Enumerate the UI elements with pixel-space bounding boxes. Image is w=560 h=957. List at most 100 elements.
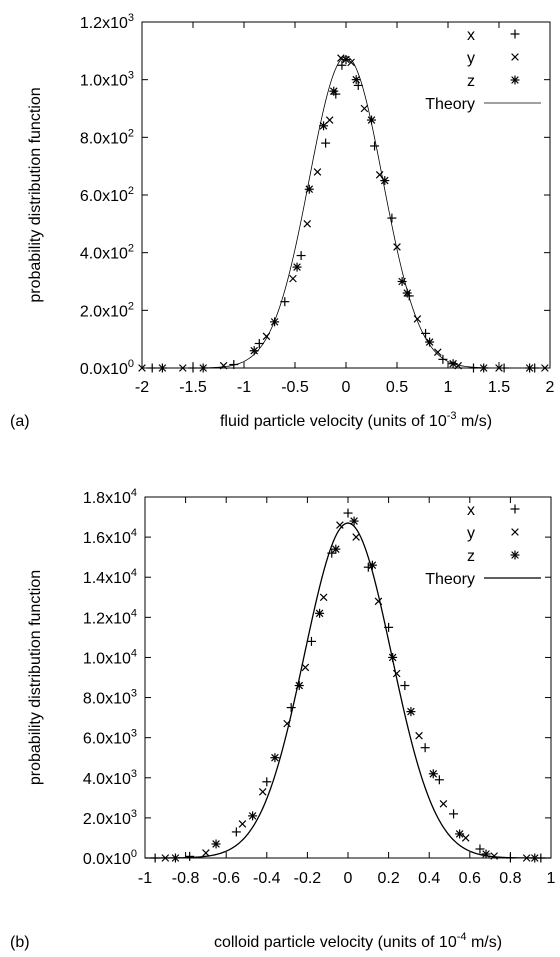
panel-a-y-tick-label: 0.0x100 <box>80 358 134 378</box>
panel-a-point-z-d2 <box>319 122 328 130</box>
panel-b-point-y <box>490 852 498 860</box>
panel-b-point-z-d2 <box>171 854 180 862</box>
panel-b-x-tick-label: -0.4 <box>253 870 281 887</box>
panel-a-point-y <box>179 364 187 372</box>
panel-b-y-tick-label-exp: 4 <box>131 647 137 659</box>
panel-a-point-y <box>434 348 442 356</box>
panel-a-point-y <box>495 364 503 372</box>
panel-b-point-y-d2 <box>202 849 210 857</box>
panel-a-point-z-d2 <box>352 75 360 84</box>
panel-a-point-z <box>525 363 535 373</box>
panel-b-point-x <box>434 775 444 785</box>
panel-b-point-z-d2 <box>212 840 220 848</box>
panel-b-y-tick-label: 6.0x103 <box>83 728 137 748</box>
panel-b-point-z-d2 <box>368 561 377 569</box>
panel-a-point-y <box>219 361 228 370</box>
panel-b-point-y-d2 <box>258 788 267 796</box>
panel-b-point-y-d2 <box>336 521 344 529</box>
panel-b-y-tick-label-main: 4.0x10 <box>83 771 131 788</box>
panel-a-x-tick-label: -1.5 <box>179 379 207 396</box>
panel-b-point-z <box>331 544 341 554</box>
panel-a-legend-marker-z-d2 <box>511 76 519 84</box>
panel-b-point-z-d2 <box>530 854 539 862</box>
panel-b-point-y <box>336 521 344 529</box>
panel-a-point-y <box>303 220 312 228</box>
panel-a-point-z <box>425 337 435 347</box>
panel-b-point-x <box>262 777 272 787</box>
panel-b-point-y <box>283 719 291 728</box>
panel-b-point-z-d2 <box>248 812 257 820</box>
panel-b-legend-marker-y <box>511 528 519 536</box>
panel-a-legend-label-z: z <box>467 73 475 90</box>
panel-a-point-z-d2 <box>367 116 376 124</box>
panel-a-point-x <box>337 60 347 70</box>
panel-a-y-tick-label-exp: 2 <box>128 243 134 255</box>
panel-b-point-y-d2 <box>301 663 310 672</box>
panel-a-point-z <box>367 115 376 125</box>
panel-a-point-x <box>147 363 157 373</box>
panel-a-y-tick-label: 4.0x102 <box>80 243 134 263</box>
panel-a-point-y-d2 <box>495 364 503 372</box>
panel-b-point-y <box>161 854 170 862</box>
panel-a-point-x <box>370 141 380 151</box>
panel-b-point-z <box>388 652 398 662</box>
panel-a-legend-label-x: x <box>467 27 475 44</box>
panel-b-y-tick-label-exp: 4 <box>131 607 137 619</box>
panel-b-point-z <box>315 608 325 618</box>
panel-a-point-z <box>448 359 458 369</box>
panel-b-point-x <box>231 827 241 837</box>
panel-a-point-z-d2 <box>158 364 167 372</box>
panel-a-point-y-d2 <box>393 243 401 251</box>
panel-a-point-z <box>479 363 489 373</box>
panel-b-point-z-d2 <box>332 545 340 553</box>
panel-b-y-tick-label: 8.0x103 <box>83 688 137 708</box>
panel-b-series-y <box>161 521 531 862</box>
panel-b-x-axis-label-exp: -4 <box>457 931 467 943</box>
panel-a-point-z <box>319 121 329 131</box>
panel-b-point-z <box>248 811 258 821</box>
panel-a-point-y-d2 <box>347 58 355 67</box>
panel-a-point-y-d2 <box>303 220 312 228</box>
panel-b-point-z-d2 <box>388 653 397 662</box>
panel-b-legend-marker-z-d2 <box>511 551 519 559</box>
panel-b-point-y-d2 <box>461 834 470 842</box>
panel-a-point-z <box>380 176 390 186</box>
panel-b-legend-label-y: y <box>467 525 475 542</box>
panel-b-legend-label-x: x <box>467 502 475 519</box>
panel-a-point-y-d2 <box>325 116 334 124</box>
panel-a-point-z-d2 <box>380 176 389 185</box>
panel-b-x-tick-label: 0.4 <box>418 870 440 887</box>
panel-a-point-y <box>313 168 322 176</box>
panel-a-y-tick-label: 2.0x102 <box>80 300 134 320</box>
panel-b-point-x <box>400 681 410 691</box>
panel-a-panel-label: (a) <box>10 413 30 430</box>
panel-a-point-y <box>138 364 146 372</box>
panel-a-point-y <box>413 315 422 323</box>
panel-b-legend-marker-z <box>510 550 520 560</box>
panel-a-x-axis-label-exp: -3 <box>447 410 457 422</box>
panel-b-point-x <box>449 809 459 819</box>
panel-b-x-tick-label: 0.2 <box>377 870 399 887</box>
panel-b-y-tick-label: 1.4x104 <box>83 567 137 587</box>
panel-b: -1 -0.8 -0.6 -0.4 -0.2 0 0.2 0.4 0.6 0.8 10.0x1002… <box>10 487 556 951</box>
panel-b-point-x <box>363 562 373 572</box>
panel-b-point-x <box>384 622 394 632</box>
panel-a-point-x <box>280 297 290 307</box>
panel-b-x-tick-label: -0.2 <box>294 870 322 887</box>
panel-b-y-tick-label-main: 2.0x10 <box>83 811 131 828</box>
panel-b-y-tick-label: 0.0x100 <box>83 848 137 868</box>
panel-a-point-y <box>360 104 369 113</box>
panel-b-y-tick-label-main: 0.0x10 <box>83 851 131 868</box>
panel-a-point-z <box>402 288 412 298</box>
panel-a-series-y <box>138 54 549 372</box>
panel-a-y-axis-label: probability distribution function <box>27 87 44 302</box>
panel-a-point-z <box>198 363 208 373</box>
panel-a-legend-label-y: y <box>467 50 475 67</box>
panel-b-point-y <box>202 849 210 857</box>
panel-b-legend: xyz Theory <box>425 502 541 588</box>
panel-a-y-tick-label-main: 8.0x10 <box>80 130 128 147</box>
panel-a-point-z-d2 <box>329 87 338 95</box>
panel-b-point-z <box>455 829 465 839</box>
panel-a-x-tick-label: 0 <box>342 379 351 396</box>
panel-b-y-tick-label-main: 8.0x10 <box>83 691 131 708</box>
